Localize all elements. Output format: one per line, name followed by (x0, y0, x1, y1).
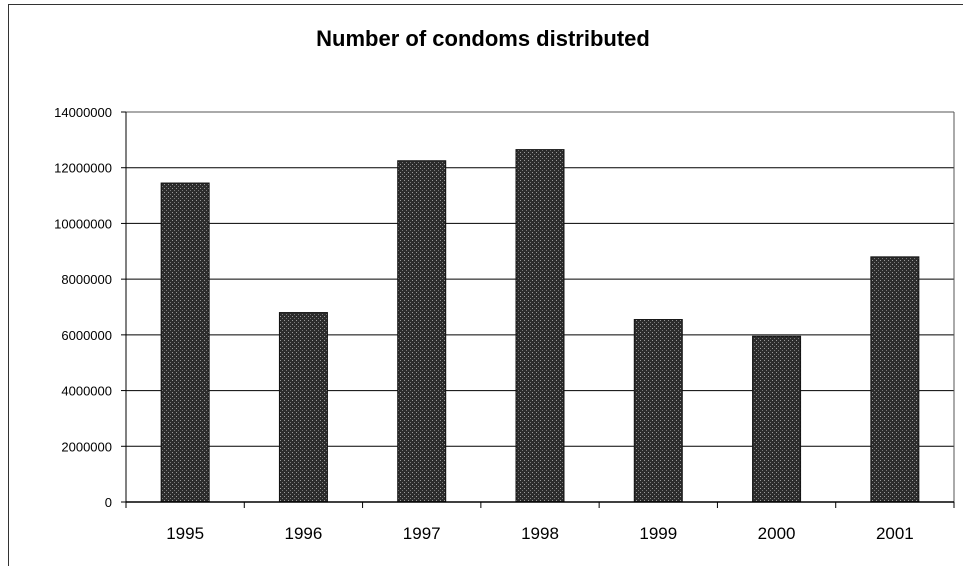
chart-frame (8, 4, 963, 566)
x-tick-label: 1997 (403, 524, 441, 543)
y-tick-labels: 0 2000000 4000000 6000000 8000000 10000000 120… (54, 105, 112, 510)
y-tick-label: 2000000 (61, 439, 112, 454)
x-tick-label: 1998 (521, 524, 559, 543)
y-tick-label: 4000000 (61, 384, 112, 399)
bar-1999 (633, 319, 683, 503)
x-tick-labels: 1995 1996 1997 1998 1999 2000 2001 (166, 524, 914, 543)
axes (121, 111, 955, 508)
bar-1995 (160, 182, 210, 503)
bar-2001 (870, 256, 920, 503)
y-tick-label: 12000000 (54, 161, 112, 176)
x-tick-label: 1996 (285, 524, 323, 543)
x-tick-label: 1995 (166, 524, 204, 543)
bar-1998 (515, 149, 565, 503)
x-tick-label: 2000 (758, 524, 796, 543)
bar-2000 (752, 335, 802, 503)
x-tick-label: 1999 (639, 524, 677, 543)
x-tick-label: 2001 (876, 524, 914, 543)
bar-1997 (397, 160, 447, 503)
chart-title: Number of condoms distributed (316, 26, 650, 51)
bars (160, 149, 920, 503)
y-tick-label: 6000000 (61, 328, 112, 343)
y-tick-label: 14000000 (54, 105, 112, 120)
y-tick-label: 10000000 (54, 216, 112, 231)
y-tick-label: 8000000 (61, 272, 112, 287)
y-tick-label: 0 (105, 495, 112, 510)
bar-1996 (278, 312, 328, 503)
